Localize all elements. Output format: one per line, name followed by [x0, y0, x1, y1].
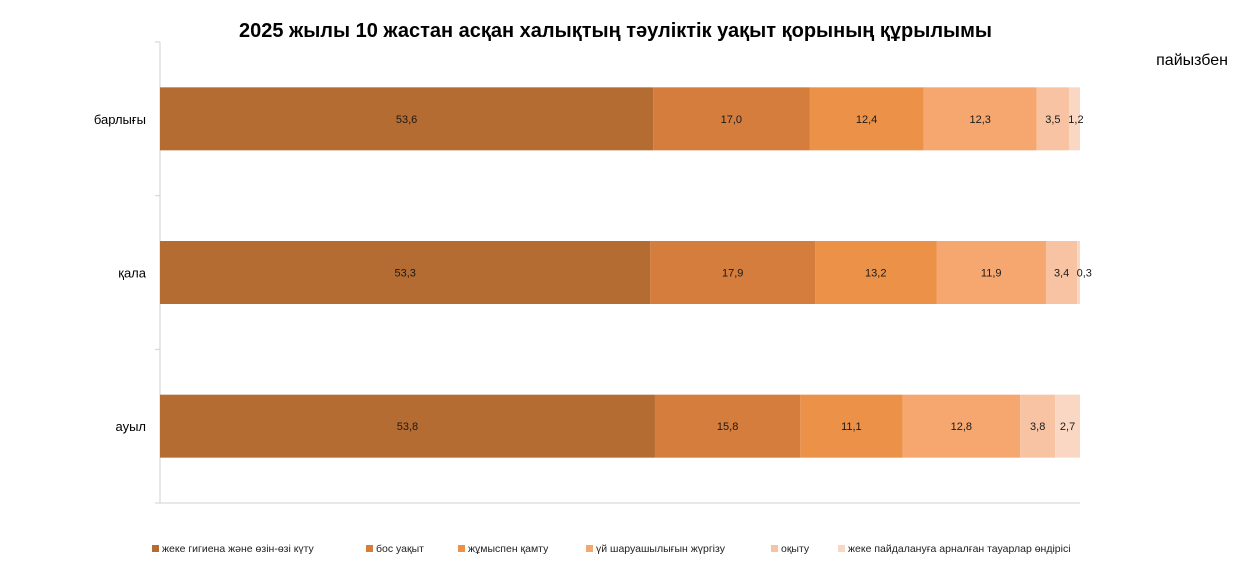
data-label: 53,6 [396, 114, 417, 126]
data-label: 1,2 [1068, 114, 1083, 126]
bar-segment [653, 87, 810, 151]
bar-segment [923, 87, 1037, 151]
data-label: 0,3 [1077, 268, 1092, 280]
data-label: 2,7 [1060, 421, 1075, 433]
data-label: 3,8 [1030, 421, 1045, 433]
legend-label: жеке пайдалануға арналған тауарлар өндір… [848, 543, 1071, 555]
bar-segment [650, 241, 816, 304]
data-label: 13,2 [865, 268, 886, 280]
chart-title: 2025 жылы 10 жастан асқан халықтың тәулі… [238, 20, 993, 42]
bar-segment [1055, 394, 1080, 458]
bar-segment [902, 394, 1021, 458]
bars-layer [160, 87, 1080, 458]
bar-segment [1068, 87, 1080, 151]
legend-item: жеке пайдалануға арналған тауарлар өндір… [838, 543, 1071, 555]
bar-segment [1077, 241, 1080, 304]
legend-label: жеке гигиена және өзін-өзі күту [162, 543, 314, 555]
bar-segment [815, 241, 937, 304]
legend-label: бос уақыт [376, 543, 424, 555]
legend-item: жеке гигиена және өзін-өзі күту [152, 543, 314, 555]
category-label: барлығы [94, 112, 146, 127]
data-label: 3,5 [1045, 114, 1060, 126]
data-label: 15,8 [717, 421, 738, 433]
legend-swatch [771, 545, 778, 552]
bar-segment [1020, 394, 1056, 458]
bar-segment [1036, 87, 1069, 151]
unit-label: пайызбен [1156, 52, 1228, 69]
bar-segment [936, 241, 1046, 304]
legend-item: үй шаруашылығын жүргізу [586, 543, 726, 555]
bar-segment [800, 394, 903, 458]
legend-swatch [586, 545, 593, 552]
legend-swatch [458, 545, 465, 552]
legend-label: жұмыспен қамту [468, 543, 549, 555]
bar-segment [160, 87, 654, 151]
data-label: 53,3 [394, 268, 415, 280]
data-label: 12,8 [951, 421, 972, 433]
data-label: 12,3 [969, 114, 990, 126]
legend-swatch [838, 545, 845, 552]
data-label: 17,9 [722, 268, 743, 280]
data-label: 11,1 [841, 421, 862, 433]
legend: жеке гигиена және өзін-өзі күту бос уақыт… [152, 543, 1071, 555]
bar-segment [809, 87, 924, 151]
data-label: 11,9 [981, 268, 1002, 280]
data-label: 12,4 [856, 114, 877, 126]
data-label: 17,0 [721, 114, 742, 126]
legend-item: жұмыспен қамту [458, 543, 549, 555]
bar-segment [654, 394, 801, 458]
labels-layer: барлығы 53,6 17,0 12,4 12,3 3,5 1,2 қала 53,3 17,… [94, 112, 1092, 434]
legend-swatch [152, 545, 159, 552]
bar-segment [160, 241, 651, 304]
bar-segment [1045, 241, 1078, 304]
legend-swatch [366, 545, 373, 552]
legend-label: үй шаруашылығын жүргізу [596, 543, 726, 555]
category-label: қала [118, 266, 147, 281]
category-label: ауыл [115, 419, 146, 434]
legend-item: оқыту [771, 543, 810, 555]
legend-label: оқыту [781, 543, 810, 555]
legend-item: бос уақыт [366, 543, 424, 555]
data-label: 3,4 [1054, 268, 1069, 280]
bar-segment [160, 394, 655, 458]
data-label: 53,8 [397, 421, 418, 433]
